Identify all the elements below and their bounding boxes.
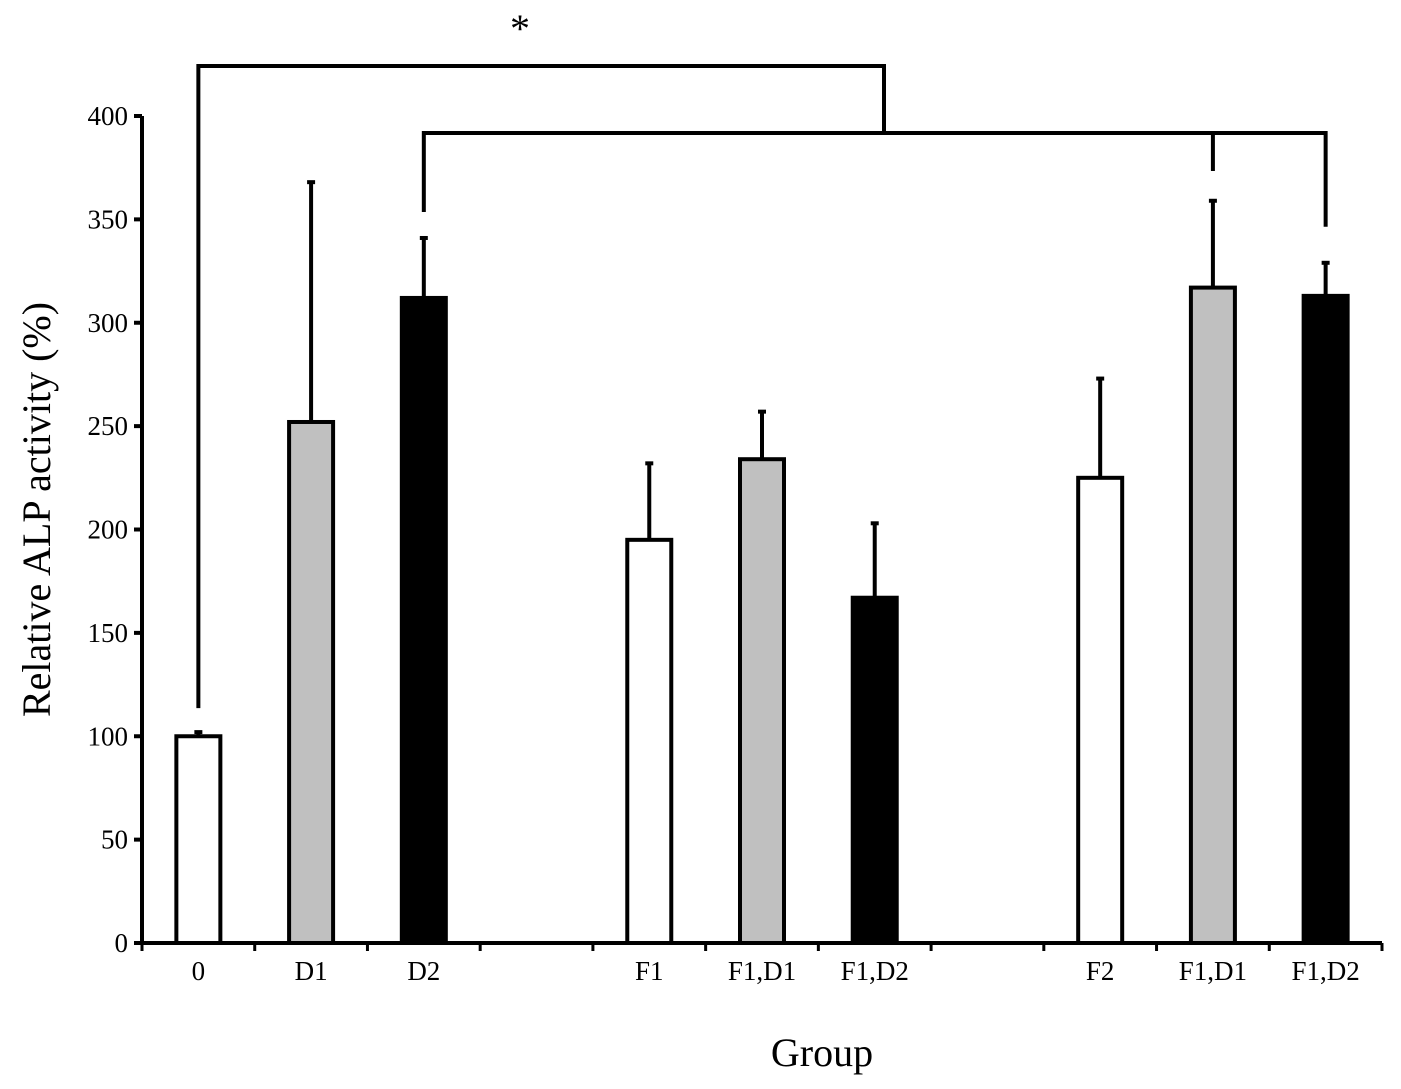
bars	[174, 285, 1350, 946]
y-tick-label: 400	[88, 101, 129, 131]
bar	[287, 419, 336, 945]
bar	[850, 595, 899, 945]
y-tick-label: 0	[115, 928, 129, 958]
y-tick-label: 200	[88, 515, 129, 545]
x-tick-label: 0	[192, 956, 206, 986]
significance-star: *	[510, 6, 530, 51]
x-tick-label: F1,D2	[841, 956, 909, 986]
y-tick-label: 50	[101, 825, 128, 855]
labels: 0 50 100 150 200 250 300 350 400 0 D1 D2 F1 F1,D1 F1,D…	[14, 6, 1360, 1075]
y-tick-label: 350	[88, 204, 129, 234]
bar	[738, 457, 786, 945]
bar	[399, 295, 448, 945]
bar	[1301, 293, 1350, 945]
x-tick-label: F1,D1	[1179, 956, 1247, 986]
bar	[174, 734, 223, 945]
significance-brackets	[196, 64, 1328, 709]
bar	[625, 537, 674, 946]
bar	[1076, 475, 1125, 945]
y-tick-label: 100	[88, 721, 129, 751]
axes	[134, 114, 1384, 951]
error-bars	[194, 180, 1330, 737]
y-tick-label: 250	[88, 411, 129, 441]
y-tick-label: 150	[88, 618, 129, 648]
x-tick-label: F2	[1086, 956, 1115, 986]
x-axis-title: Group	[771, 1030, 873, 1075]
significance-bracket-treatments	[421, 131, 1328, 227]
x-tick-label: F1,D2	[1292, 956, 1360, 986]
x-tick-label: F1	[635, 956, 664, 986]
y-axis-title: Relative ALP activity (%)	[14, 302, 59, 717]
x-tick-label: F1,D1	[728, 956, 796, 986]
significance-bracket-main	[196, 64, 886, 709]
x-tick-label: D2	[407, 956, 440, 986]
x-tick-label: D1	[295, 956, 328, 986]
y-tick-label: 300	[88, 308, 129, 338]
bar	[1188, 285, 1237, 946]
